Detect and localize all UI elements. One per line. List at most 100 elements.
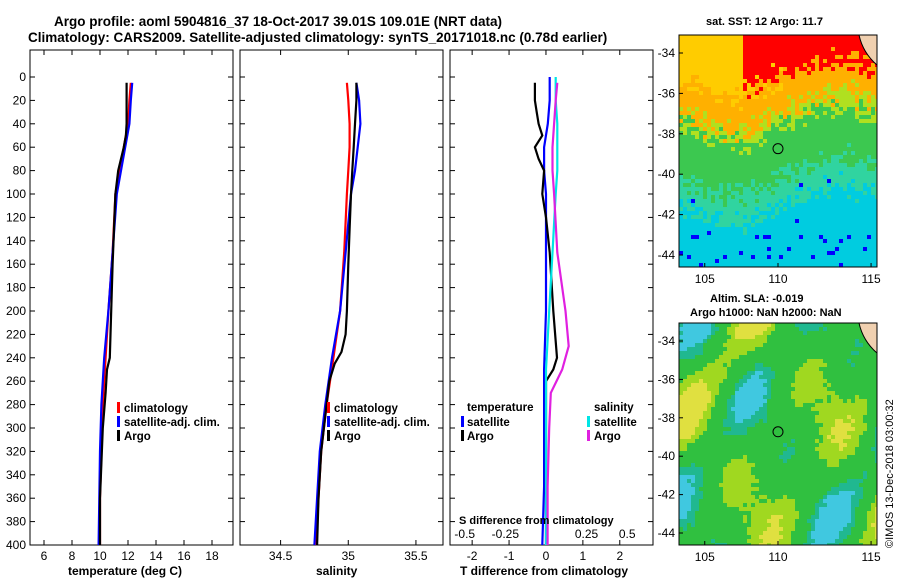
map-cell <box>695 167 700 172</box>
map-cell <box>679 87 684 92</box>
map-cell <box>719 171 724 176</box>
map-cell <box>683 35 688 40</box>
map-cell <box>679 167 684 172</box>
map-cell <box>855 175 860 180</box>
map-cell <box>715 195 720 200</box>
map-cell <box>723 435 728 440</box>
map-cell <box>839 231 844 236</box>
map-cell <box>703 419 708 424</box>
map-cell <box>723 463 728 468</box>
map-cell <box>819 99 824 104</box>
map-cell <box>679 331 684 336</box>
map-cell <box>827 335 832 340</box>
map-cell <box>835 451 840 456</box>
map-cell <box>747 119 752 124</box>
map-cell <box>691 407 696 412</box>
map-cell <box>839 359 844 364</box>
map-cell <box>735 215 740 220</box>
map-cell <box>771 439 776 444</box>
map-cell <box>759 439 764 444</box>
map-cell <box>687 243 692 248</box>
map-cell <box>823 343 828 348</box>
map-cell <box>699 259 704 264</box>
map-cell <box>819 71 824 76</box>
map-cell <box>691 447 696 452</box>
map-cell <box>823 255 828 260</box>
map-cell <box>719 167 724 172</box>
map-cell <box>831 183 836 188</box>
map-cell <box>847 423 852 428</box>
map-cell <box>831 59 836 64</box>
map-cell <box>775 159 780 164</box>
map-cell <box>839 215 844 220</box>
map-cell <box>751 347 756 352</box>
map-cell <box>851 411 856 416</box>
map-cell <box>767 435 772 440</box>
map-cell <box>811 235 816 240</box>
map-cell <box>867 155 872 160</box>
map-cell <box>775 195 780 200</box>
map-cell <box>703 367 708 372</box>
map-cell <box>771 415 776 420</box>
map-cell <box>843 443 848 448</box>
map-cell <box>751 251 756 256</box>
map-cell <box>695 187 700 192</box>
map-cell <box>795 383 800 388</box>
map-cell <box>855 91 860 96</box>
map-cell <box>831 203 836 208</box>
map-cell <box>699 91 704 96</box>
series-line-satellite-adj-clim- <box>97 82 134 546</box>
map-cell <box>691 263 696 267</box>
map-cell <box>771 63 776 68</box>
map-cell <box>791 155 796 160</box>
map-cell <box>711 347 716 352</box>
map-cell <box>715 455 720 460</box>
map-cell <box>815 395 820 400</box>
map-cell <box>703 199 708 204</box>
map-cell <box>847 103 852 108</box>
map-cell <box>835 239 840 244</box>
map-cell <box>719 187 724 192</box>
map-cell <box>787 431 792 436</box>
map-cell <box>783 375 788 380</box>
map-cell <box>719 411 724 416</box>
map-cell <box>851 111 856 116</box>
map-cell <box>875 147 877 152</box>
map-cell <box>775 335 780 340</box>
map-cell <box>823 115 828 120</box>
map-cell <box>847 403 852 408</box>
map-cell <box>871 107 876 112</box>
map-cell <box>755 347 760 352</box>
map-cell <box>863 75 868 80</box>
map-cell <box>855 435 860 440</box>
map-cell <box>807 355 812 360</box>
map-cell <box>731 331 736 336</box>
map-cell <box>735 159 740 164</box>
map-cell <box>703 327 708 332</box>
map-cell <box>691 343 696 348</box>
map-cell <box>711 383 716 388</box>
map-cell <box>727 163 732 168</box>
map-cell <box>783 235 788 240</box>
map-cell <box>787 79 792 84</box>
map-cell <box>747 383 752 388</box>
map-cell <box>839 399 844 404</box>
map-cell <box>723 87 728 92</box>
map-cell <box>843 75 848 80</box>
map-cell <box>771 67 776 72</box>
map-cell <box>767 183 772 188</box>
map-cell <box>711 235 716 240</box>
map-cell <box>699 43 704 48</box>
map-cell <box>803 367 808 372</box>
map-cell <box>755 39 760 44</box>
map-cell <box>827 391 832 396</box>
map-cell <box>867 347 872 352</box>
map-cell <box>763 323 768 328</box>
map-cell <box>695 399 700 404</box>
map-cell <box>707 395 712 400</box>
map-cell <box>791 135 796 140</box>
map-cell <box>859 207 864 212</box>
map-cell <box>691 75 696 80</box>
map-cell <box>707 127 712 132</box>
map-cell <box>835 359 840 364</box>
